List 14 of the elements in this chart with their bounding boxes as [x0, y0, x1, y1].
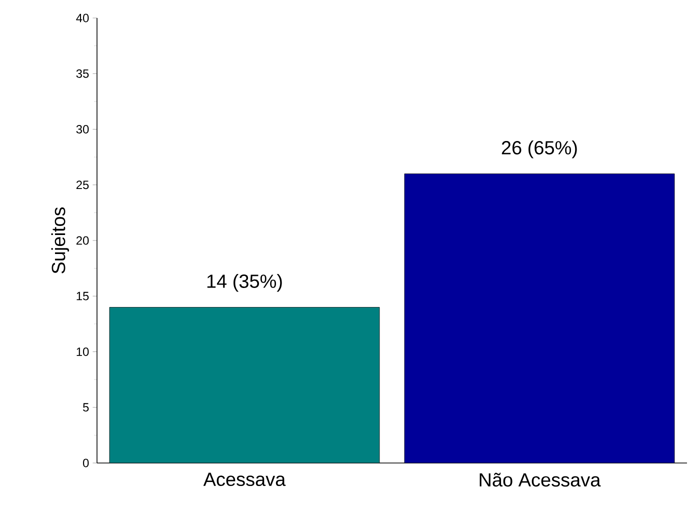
data-label: 26 (65%) [502, 140, 577, 158]
y-tick-label: 0 [83, 458, 89, 468]
y-tick-label: 5 [83, 403, 89, 412]
y-tick-label: 30 [76, 125, 89, 134]
y-tick-label: 15 [76, 292, 89, 300]
data-label: 14 (35%) [207, 274, 282, 292]
y-axis-title: Sujeitos [51, 207, 69, 274]
x-tick-label: Não Acessava [480, 472, 601, 487]
y-tick-label: 35 [76, 69, 89, 78]
y-tick-label: 10 [76, 347, 89, 356]
y-tick-label: 20 [76, 236, 89, 245]
y-tick-label: 40 [76, 14, 89, 22]
x-tick-label: Acessava [203, 472, 286, 486]
y-tick-label: 25 [76, 180, 89, 190]
